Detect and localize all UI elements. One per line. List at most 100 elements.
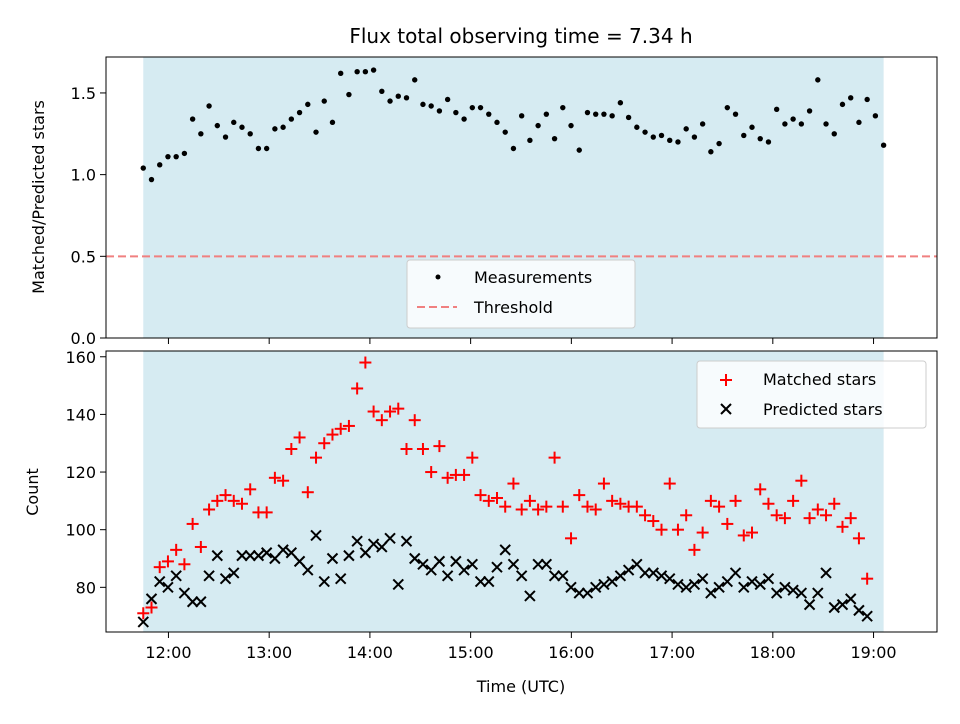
measurements-point-65 [675,139,681,145]
matched-stars-point-49 [540,500,553,513]
matched-stars-point-34 [416,442,429,455]
measurements-point-20 [305,101,311,108]
predicted-stars-point-13 [244,549,256,562]
measurements-point-14 [255,145,262,152]
matched-stars-point-80 [795,474,808,487]
measurements-point-72 [732,111,739,117]
predicted-stars-point-69 [705,587,717,599]
measurements-point-18 [288,116,295,122]
measurements-point-36 [436,108,443,114]
matched-stars-point-47 [523,494,536,507]
predicted-stars-point-81 [803,598,816,611]
predicted-stars-point-86 [845,593,857,605]
matched-stars-point-2 [153,561,166,574]
matched-stars-point-62 [647,515,660,528]
matched-stars-point-78 [778,512,791,525]
count-ytick-label-2: 120 [65,463,96,482]
matched-stars-point-0 [137,607,150,620]
predicted-stars-point-38 [450,555,462,568]
predicted-stars-point-19 [293,555,306,568]
matched-stars-point-1 [145,601,158,614]
predicted-stars-point-47 [524,590,536,602]
predicted-stars-point-29 [376,541,388,553]
measurements-point-1 [148,176,155,183]
predicted-stars-point-2 [154,575,166,588]
measurements-point-90 [880,142,887,148]
matched-stars-point-25 [342,419,355,432]
predicted-stars-point-0 [137,616,149,628]
matched-stars-point-65 [671,523,684,536]
predicted-stars-point-42 [483,575,495,588]
matched-stars-point-70 [713,500,726,513]
measurements-point-32 [403,95,410,101]
matched-stars-point-39 [458,468,471,481]
measurements-point-89 [872,113,879,119]
measurements-point-22 [321,98,327,104]
predicted-stars-point-32 [400,535,413,547]
predicted-stars-point-1 [145,593,158,605]
measurements-point-42 [486,111,492,117]
predicted-stars-point-23 [326,552,339,565]
matched-stars-point-67 [688,543,701,556]
count-legend: Matched stars Predicted stars [696,360,927,429]
matched-stars-point-31 [392,402,405,415]
matched-stars-point-58 [614,497,627,510]
ratio-ytick-label-3: 1.5 [71,84,96,103]
matched-stars-point-5 [178,558,191,571]
predicted-stars-point-40 [466,558,479,570]
predicted-stars-point-55 [589,581,602,594]
legend-threshold-label: Threshold [473,298,553,317]
predicted-stars-point-54 [581,587,594,599]
matched-stars-point-75 [754,483,767,496]
predicted-stars-point-60 [631,558,643,570]
matched-stars-point-43 [490,491,503,504]
ratio-panel: 0.0 0.5 1.0 1.5 Matched/Predicted stars Mea… [29,56,938,348]
matched-stars-point-61 [639,509,652,522]
predicted-stars-point-44 [499,544,511,556]
predicted-stars-point-83 [820,567,832,579]
matched-stars-point-28 [367,405,380,418]
measurements-point-56 [601,111,607,117]
matched-stars-point-68 [696,526,709,539]
predicted-stars-point-82 [812,587,824,599]
predicted-stars-point-46 [515,570,528,582]
xtick-label-2: 14:00 [347,643,393,662]
measurements-point-23 [329,119,336,126]
matched-stars-point-15 [260,506,273,519]
predicted-stars-point-79 [787,584,799,596]
measurements-point-34 [420,101,426,108]
count-legend-box [696,360,927,429]
matched-stars-point-46 [515,503,528,516]
count-ytick-label-0: 80 [76,578,96,597]
ratio-legend: Measurements Threshold [406,259,636,329]
predicted-stars-point-72 [729,567,742,579]
matched-stars-point-71 [721,517,734,530]
measurements-point-12 [239,124,245,130]
predicted-stars-point-62 [647,567,659,579]
predicted-stars-point-52 [565,581,577,594]
measurements-point-63 [658,132,665,139]
predicted-stars-point-78 [779,581,791,594]
measurements-point-66 [683,126,689,132]
measurements-point-59 [625,114,632,121]
matched-stars-point-24 [334,422,347,435]
predicted-stars-point-35 [425,564,437,576]
measurements-point-69 [708,149,714,155]
matched-stars-point-21 [310,451,323,464]
matched-stars-point-10 [219,489,232,502]
x-axis-label: Time (UTC) [476,677,565,696]
matched-stars-point-51 [556,500,569,513]
measurements-point-50 [551,135,558,142]
matched-stars-point-76 [762,497,775,510]
measurements-point-47 [527,137,533,144]
predicted-stars-point-39 [458,564,470,576]
measurements-point-15 [263,145,270,152]
measurements-point-35 [428,103,434,109]
predicted-stars-point-80 [795,587,808,599]
ratio-axis-label: Matched/Predicted stars [29,100,48,294]
measurements-point-55 [593,111,599,117]
measurements-point-77 [773,106,780,112]
measurements-point-88 [864,96,870,103]
matched-stars-point-20 [301,486,314,499]
